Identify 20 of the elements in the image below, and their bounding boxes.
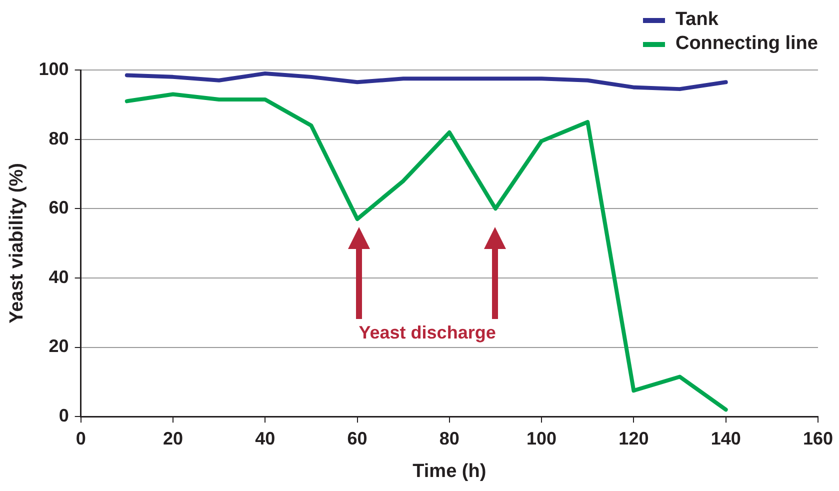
y-tick-label: 40 <box>48 266 69 287</box>
x-tick-label: 160 <box>802 428 834 448</box>
x-tick-label: 80 <box>439 428 460 448</box>
x-tick-label: 140 <box>710 428 741 448</box>
x-tick-label: 20 <box>162 428 183 448</box>
x-tick-label: 60 <box>347 428 368 448</box>
x-tick-label: 40 <box>255 428 276 448</box>
x-tick-label: 0 <box>76 428 86 448</box>
y-tick-label: 60 <box>48 198 69 218</box>
y-axis-title: Yeast viability (%) <box>6 163 28 324</box>
x-tick-label: 100 <box>526 428 557 448</box>
legend-label: Tank <box>675 9 718 31</box>
x-tick-label: 120 <box>618 428 649 448</box>
annotation: Yeast discharge <box>358 322 496 342</box>
y-tick-label: 0 <box>58 406 69 426</box>
y-tick-label: 20 <box>48 336 69 356</box>
y-tick-label: 80 <box>48 128 69 148</box>
y-tick-label: 100 <box>38 58 69 79</box>
legend-label: Connecting line <box>675 33 818 55</box>
x-axis-title: Time (h) <box>412 460 486 482</box>
